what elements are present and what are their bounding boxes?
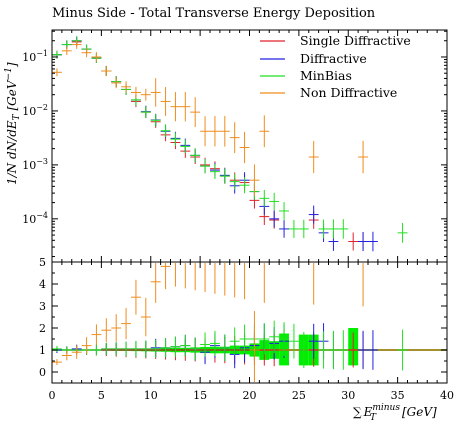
main-panel: 10−1 10−2 10−3 10−4 xyxy=(22,29,448,263)
y-tick-label: 10−3 xyxy=(22,157,48,172)
legend-label-0: Single Diffractive xyxy=(300,33,411,48)
x-tick-label: 0 xyxy=(49,389,56,402)
ratio-y-tick-label: 2 xyxy=(39,322,46,335)
x-axis-label: ∑ Eminus T [GeV] xyxy=(353,403,437,422)
y-axis-label-unit: [GeV xyxy=(5,79,19,114)
x-tick-label: 30 xyxy=(341,389,355,402)
ratio-y-tick-label: 1 xyxy=(39,344,46,357)
y-axis-label-main: 1/N dN/dE xyxy=(5,120,19,185)
x-tick-label: 15 xyxy=(193,389,207,402)
main-frame xyxy=(51,29,448,263)
ratio-frame xyxy=(51,261,448,384)
y-tick-label: 10−2 xyxy=(22,103,48,118)
legend-label-3: Non Diffractive xyxy=(300,85,397,100)
chart-title: Minus Side - Total Transverse Energy Dep… xyxy=(52,6,376,21)
ratio-y-tick-label: 0 xyxy=(39,366,46,379)
x-axis-label-sum: ∑ xyxy=(353,405,362,419)
x-tick-label: 10 xyxy=(144,389,158,402)
x-axis-label-sub: T xyxy=(370,413,377,422)
x-tick-label: 5 xyxy=(98,389,105,402)
legend: Single Diffractive Diffractive MinBias N… xyxy=(260,33,411,100)
y-axis-label: 1/N dN/dET [GeV−1] xyxy=(4,62,22,185)
x-tick-label: 25 xyxy=(292,389,306,402)
x-tick-label: 35 xyxy=(391,389,405,402)
x-tick-label: 40 xyxy=(440,389,454,402)
x-tick-label: 20 xyxy=(243,389,257,402)
ratio-y-tick-label: 5 xyxy=(39,256,46,269)
y-tick-label: 10−1 xyxy=(22,49,48,64)
x-axis-label-sup: minus xyxy=(372,403,400,413)
ratio-panel: 0 5 10 15 20 25 30 35 40 0 1 2 3 4 5 xyxy=(39,256,454,402)
y-axis-label-sup: −1 xyxy=(4,67,14,80)
y-tick-label: 10−4 xyxy=(22,211,48,226)
y-axis-label-close: ] xyxy=(5,62,19,68)
ratio-y-tick-label: 3 xyxy=(39,300,46,313)
ratio-y-tick-label: 4 xyxy=(39,278,46,291)
x-axis-label-unit: [GeV] xyxy=(402,405,437,419)
legend-label-1: Diffractive xyxy=(300,51,367,66)
y-axis-label-sub: T xyxy=(12,113,22,120)
legend-label-2: MinBias xyxy=(300,68,352,83)
x-axis-label-e: E xyxy=(363,405,373,419)
